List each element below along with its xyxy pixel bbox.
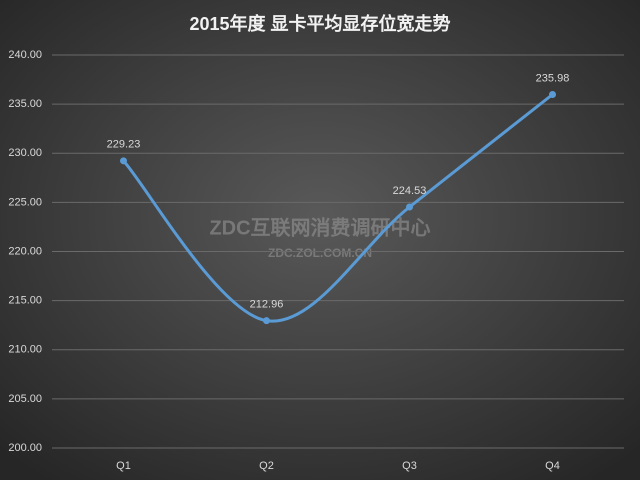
y-tick-label: 215.00	[8, 295, 42, 307]
y-tick-label: 200.00	[8, 442, 42, 454]
y-tick-label: 205.00	[8, 393, 42, 405]
y-tick-label: 240.00	[8, 49, 42, 61]
point	[549, 90, 556, 98]
point	[406, 203, 413, 211]
x-tick-label: Q1	[116, 460, 131, 472]
y-tick-label: 210.00	[8, 344, 42, 356]
point	[120, 157, 127, 165]
line	[122, 92, 554, 323]
watermark: ZDC.ZOL.COM.CN	[268, 246, 372, 260]
data-label: 229.23	[107, 139, 141, 151]
chart-title: 2015年度 显卡平均显存位宽走势	[189, 13, 450, 34]
y-tick-label: 220.00	[8, 245, 42, 257]
data-label: 224.53	[393, 185, 427, 197]
x-tick-label: Q4	[545, 460, 560, 472]
y-tick-label: 230.00	[8, 147, 42, 159]
x-tick-label: Q3	[402, 460, 417, 472]
y-tick-label: 235.00	[8, 98, 42, 110]
data-label: 212.96	[250, 299, 284, 311]
point	[263, 317, 270, 325]
y-tick-label: 225.00	[8, 196, 42, 208]
data-label: 235.98	[536, 72, 570, 84]
x-tick-label: Q2	[259, 460, 274, 472]
